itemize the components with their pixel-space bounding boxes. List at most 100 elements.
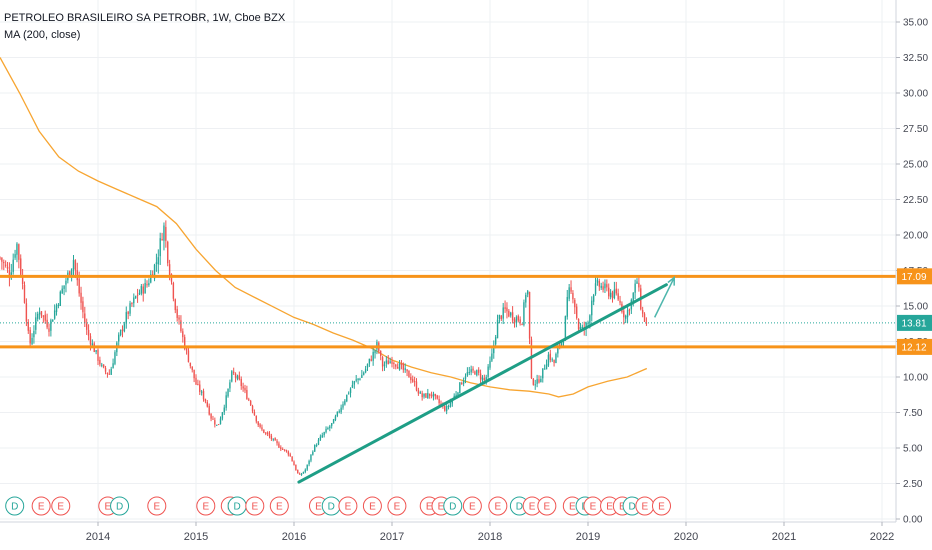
candle-body [359,378,361,380]
time-tick-label: 2017 [380,531,404,543]
candle-body [57,304,60,306]
candle-body [97,349,99,361]
candle-body [85,323,88,330]
candlestick-series[interactable] [0,220,648,476]
candle-body [564,316,567,341]
dividend-marker[interactable]: D [443,496,463,516]
candle-body [594,283,597,295]
candle-body [572,293,574,300]
event-marker-letter: E [590,502,597,513]
candle-body [304,469,307,472]
earnings-marker[interactable]: E [488,496,508,516]
dividend-marker[interactable]: D [227,496,247,516]
candle-body [306,464,308,470]
candle-body [587,323,589,325]
candle-body [575,306,578,319]
event-marker-circle [362,496,382,516]
candle-body [428,393,431,396]
earnings-marker[interactable]: E [245,496,265,516]
earnings-marker[interactable]: E [583,496,603,516]
projection-arrow[interactable] [653,277,675,318]
candle-body [557,345,559,354]
candle-body [55,305,58,312]
candle-body [238,375,241,380]
candle-body [293,461,295,466]
event-markers[interactable]: DEEEDEEEDEEEDEEEEEDEEDEEEDEEEDEE [5,496,671,516]
dividend-marker[interactable]: D [321,496,341,516]
candle-body [494,337,497,345]
earnings-marker[interactable]: E [338,496,358,516]
candle-body [445,406,448,412]
earnings-marker[interactable]: E [635,496,655,516]
earnings-marker[interactable]: E [31,496,51,516]
candle-body [408,370,410,378]
candle-body [592,294,595,302]
earnings-marker[interactable]: E [269,496,289,516]
candle-body [297,469,299,474]
candle-body [606,284,608,288]
event-marker-letter: E [315,502,322,513]
candle-body [210,413,212,419]
earnings-marker[interactable]: E [147,496,167,516]
earnings-marker[interactable]: E [196,496,216,516]
level-price-badge [897,268,932,285]
candle-body [59,291,62,306]
event-marker-letter: E [276,502,283,513]
candle-body [242,386,244,389]
candle-body [255,415,258,422]
candle-body [434,393,437,396]
candle-body [545,364,548,370]
dividend-marker[interactable]: D [110,496,130,516]
candle-body [540,379,542,383]
dividend-marker[interactable]: D [5,496,25,516]
earnings-marker[interactable]: E [462,496,482,516]
earnings-marker[interactable]: E [652,496,671,516]
time-tick-label: 2018 [478,531,502,543]
candle-body [628,309,631,311]
candle-body [589,315,591,324]
candle-body [611,291,614,298]
candle-body [421,393,423,398]
candle-body [364,368,367,373]
candle-body [295,464,297,471]
price-tick-label: 22.50 [903,195,928,206]
earnings-marker[interactable]: E [537,496,557,516]
candle-body [547,354,550,366]
time-axis[interactable]: 2014 2015 2016 2017 2018 2019 2020 2021 2022 [86,522,894,543]
candle-body [259,424,261,427]
candle-body [234,373,237,378]
candle-body [412,379,414,382]
candle-body [591,300,593,316]
earnings-marker[interactable]: E [362,496,382,516]
candle-body [159,238,161,257]
candle-body [470,369,472,373]
candle-body [291,456,293,462]
candle-body [319,436,322,440]
candle-body [165,226,167,241]
earnings-marker[interactable]: E [51,496,71,516]
earnings-marker[interactable]: E [387,496,407,516]
candle-body [172,282,175,299]
candle-body [570,287,572,292]
candle-body [511,312,514,321]
candle-body [240,379,242,387]
candle-body [123,324,126,332]
candle-body [46,319,48,328]
candle-body [244,387,246,391]
candle-body [272,438,274,440]
candle-body [357,378,359,380]
event-marker-letter: E [57,502,64,513]
candle-body [189,362,192,367]
horizontal-levels[interactable] [0,274,896,349]
candle-body [236,376,239,379]
candle-body [153,264,156,279]
trend-drawings[interactable] [297,276,676,484]
candle-body [102,364,105,368]
trend-line[interactable] [297,283,668,484]
candle-body [121,329,124,331]
time-tick-label: 2022 [870,531,894,543]
candle-body [504,307,506,309]
candle-body [641,310,644,314]
candle-body [101,364,103,366]
